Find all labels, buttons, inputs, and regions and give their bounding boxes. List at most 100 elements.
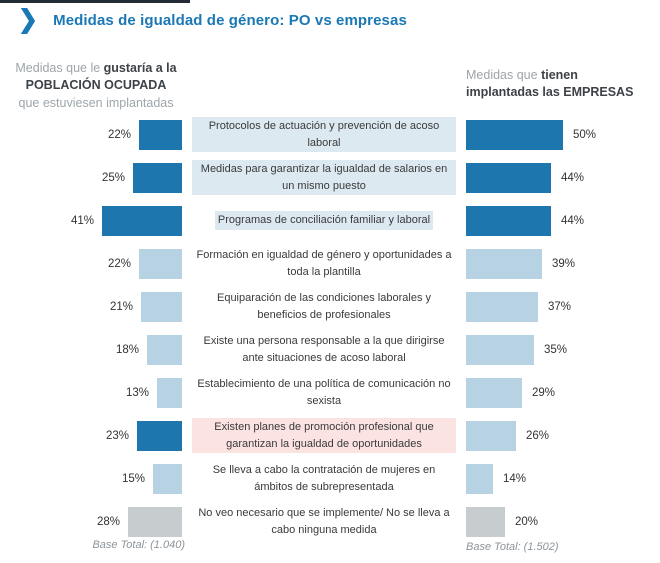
empresas-bar bbox=[466, 205, 551, 236]
empresas-bar-zone: 29% bbox=[466, 377, 660, 408]
empresas-bar bbox=[466, 506, 505, 537]
measure-label-zone: Se lleva a cabo la contratación de mujer… bbox=[182, 462, 466, 495]
measure-label: Equiparación de las condiciones laborale… bbox=[216, 292, 432, 321]
empresas-bar bbox=[466, 162, 551, 193]
po-header-text: Medidas que le bbox=[15, 61, 104, 75]
po-bar bbox=[141, 291, 182, 322]
measure-label-zone: Existen planes de promoción profesional … bbox=[182, 418, 466, 453]
chart-row: 18% Existe una persona responsable a la … bbox=[0, 328, 660, 371]
po-value-label: 28% bbox=[96, 515, 120, 528]
empresas-value-label: 50% bbox=[573, 128, 597, 141]
chart-row: 23% Existen planes de promoción profesio… bbox=[0, 414, 660, 457]
measure-label-zone: Protocolos de actuación y prevención de … bbox=[182, 117, 466, 152]
po-value-label: 22% bbox=[107, 128, 131, 141]
po-value-label: 22% bbox=[107, 257, 131, 270]
empresas-bar-zone: 39% bbox=[466, 248, 660, 279]
empresas-header-text: Medidas que bbox=[466, 68, 542, 82]
po-value-label: 15% bbox=[121, 472, 145, 485]
empresas-header-bold2: implantadas las EMPRESAS bbox=[466, 85, 634, 100]
po-bar bbox=[133, 162, 182, 193]
po-bar-zone: 23% bbox=[0, 420, 182, 451]
measure-label: Se lleva a cabo la contratación de mujer… bbox=[212, 464, 436, 493]
empresas-bar-zone: 35% bbox=[466, 334, 660, 365]
chart-row: 25% Medidas para garantizar la igualdad … bbox=[0, 156, 660, 199]
empresas-bar-zone: 50% bbox=[466, 119, 660, 150]
empresas-bar-zone: 14% bbox=[466, 463, 660, 494]
measure-label: Establecimiento de una política de comun… bbox=[197, 378, 451, 407]
empresas-bar-zone: 44% bbox=[466, 162, 660, 193]
chevron-right-icon: ❯ bbox=[18, 5, 39, 34]
chart-row: 22% Protocolos de actuación y prevención… bbox=[0, 113, 660, 156]
po-bar-zone: 18% bbox=[0, 334, 182, 365]
measure-label: Protocolos de actuación y prevención de … bbox=[192, 117, 456, 152]
chart-row: 13% Establecimiento de una política de c… bbox=[0, 371, 660, 414]
empresas-base-total: Base Total: (1.502) bbox=[466, 541, 559, 553]
measure-label: Existe una persona responsable a la que … bbox=[203, 335, 445, 364]
po-bar-zone: 41% bbox=[0, 205, 182, 236]
empresas-value-label: 44% bbox=[561, 171, 585, 184]
empresas-bar bbox=[466, 119, 563, 150]
po-value-label: 25% bbox=[101, 171, 125, 184]
chart-row: 22% Formación en igualdad de género y op… bbox=[0, 242, 660, 285]
measure-label-zone: Equiparación de las condiciones laborale… bbox=[182, 290, 466, 323]
po-bar bbox=[137, 420, 182, 451]
chart-row: 21% Equiparación de las condiciones labo… bbox=[0, 285, 660, 328]
measure-label-zone: Formación en igualdad de género y oportu… bbox=[182, 247, 466, 280]
po-value-label: 23% bbox=[105, 429, 129, 442]
po-bar-zone: 28% bbox=[0, 506, 182, 537]
measure-label: Formación en igualdad de género y oportu… bbox=[196, 249, 452, 278]
empresas-value-label: 29% bbox=[532, 386, 556, 399]
measure-label: Medidas para garantizar la igualdad de s… bbox=[192, 160, 456, 195]
empresas-column-header: Medidas que tienen implantadas las EMPRE… bbox=[466, 67, 658, 102]
po-value-label: 13% bbox=[125, 386, 149, 399]
measure-label: No veo necesario que se implemente/ No s… bbox=[198, 507, 450, 536]
po-bar-zone: 22% bbox=[0, 248, 182, 279]
po-bar bbox=[139, 248, 182, 279]
po-bar-zone: 22% bbox=[0, 119, 182, 150]
po-bar bbox=[102, 205, 182, 236]
empresas-bar bbox=[466, 420, 516, 451]
empresas-bar-zone: 20% bbox=[466, 506, 660, 537]
measure-label-zone: Programas de conciliación familiar y lab… bbox=[182, 211, 466, 230]
po-bar bbox=[128, 506, 182, 537]
po-bar-zone: 25% bbox=[0, 162, 182, 193]
empresas-bar-zone: 37% bbox=[466, 291, 660, 322]
po-bar-zone: 15% bbox=[0, 463, 182, 494]
po-bar bbox=[157, 377, 182, 408]
po-header-text2: que estuviesen implantadas bbox=[18, 95, 174, 110]
slide-header: ❯ Medidas de igualdad de género: PO vs e… bbox=[18, 5, 407, 34]
top-accent-line bbox=[0, 0, 190, 3]
page-title: Medidas de igualdad de género: PO vs emp… bbox=[53, 11, 407, 29]
empresas-value-label: 35% bbox=[544, 343, 568, 356]
po-column-header: Medidas que le gustaría a la POBLACIÓN O… bbox=[4, 60, 188, 112]
po-base-total: Base Total: (1.040) bbox=[92, 539, 185, 551]
po-value-label: 18% bbox=[115, 343, 139, 356]
po-bar bbox=[153, 463, 182, 494]
po-value-label: 41% bbox=[70, 214, 94, 227]
measure-label-zone: Medidas para garantizar la igualdad de s… bbox=[182, 160, 466, 195]
chart-row: 28% No veo necesario que se implemente/ … bbox=[0, 500, 660, 543]
chart-row: 15% Se lleva a cabo la contratación de m… bbox=[0, 457, 660, 500]
empresas-bar bbox=[466, 463, 493, 494]
empresas-bar bbox=[466, 377, 522, 408]
po-bar bbox=[139, 119, 182, 150]
measure-label: Programas de conciliación familiar y lab… bbox=[214, 211, 434, 230]
po-bar bbox=[147, 334, 182, 365]
measure-label-zone: No veo necesario que se implemente/ No s… bbox=[182, 505, 466, 538]
measure-label-zone: Existe una persona responsable a la que … bbox=[182, 333, 466, 366]
empresas-bar bbox=[466, 334, 534, 365]
po-header-bold: gustaría a la bbox=[103, 61, 177, 75]
empresas-bar bbox=[466, 248, 542, 279]
empresas-value-label: 44% bbox=[561, 214, 585, 227]
chart-row: 41% Programas de conciliación familiar y… bbox=[0, 199, 660, 242]
empresas-bar-zone: 44% bbox=[466, 205, 660, 236]
empresas-value-label: 26% bbox=[526, 429, 550, 442]
measure-label: Existen planes de promoción profesional … bbox=[192, 418, 456, 453]
po-bar-zone: 21% bbox=[0, 291, 182, 322]
empresas-bar bbox=[466, 291, 538, 322]
po-header-bold2: POBLACIÓN OCUPADA bbox=[25, 78, 167, 93]
empresas-bar-zone: 26% bbox=[466, 420, 660, 451]
empresas-value-label: 39% bbox=[552, 257, 576, 270]
empresas-value-label: 20% bbox=[515, 515, 539, 528]
po-value-label: 21% bbox=[109, 300, 133, 313]
